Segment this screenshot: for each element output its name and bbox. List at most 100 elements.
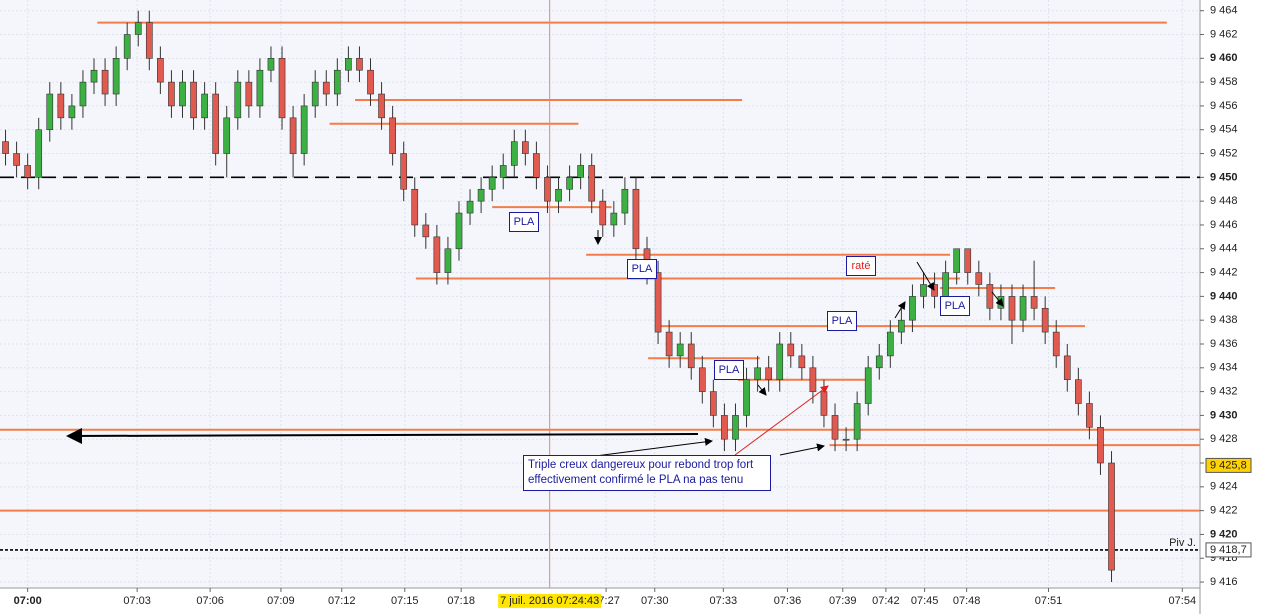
pla-label: PLA — [940, 296, 970, 316]
candle-body — [68, 105, 76, 119]
candle-body — [898, 319, 905, 333]
candle-body — [157, 58, 164, 83]
candle-body — [798, 355, 806, 369]
candle-body — [2, 141, 9, 154]
candle-body — [13, 153, 20, 166]
candle-body — [46, 93, 54, 131]
candle-body — [24, 165, 31, 178]
candle-body — [886, 331, 894, 357]
candle-body — [333, 69, 341, 95]
candle-body — [1030, 296, 1038, 309]
price-tag — [1205, 542, 1252, 558]
candle-body — [145, 22, 153, 59]
arrow — [757, 384, 767, 396]
arrow — [66, 427, 699, 444]
candle-body — [953, 248, 961, 273]
x-tick-label: 07:18 — [447, 595, 475, 607]
candle-body — [367, 69, 374, 95]
price-tag — [1205, 457, 1252, 473]
x-tick-label: 07:36 — [774, 595, 802, 607]
candle-body — [112, 58, 120, 95]
candle-body — [488, 177, 496, 190]
candle-body — [35, 129, 43, 178]
candle-body — [665, 331, 673, 357]
candle-body — [820, 391, 828, 416]
candle-body — [632, 188, 640, 250]
candle-body — [201, 93, 208, 119]
x-tick-label: 07:30 — [641, 595, 669, 607]
x-tick-label: 07:42 — [872, 595, 900, 607]
y-tick-label: 9 438 — [1210, 314, 1238, 326]
candle-body — [289, 117, 297, 154]
candle-body — [931, 284, 938, 297]
candle-body — [499, 165, 507, 178]
x-tick-label: 07:54 — [1169, 595, 1197, 607]
candle-body — [168, 81, 175, 107]
arrow — [734, 385, 829, 456]
candle-body — [101, 69, 109, 95]
candle-body — [621, 188, 629, 214]
y-tick-label: 9 460 — [1210, 52, 1238, 64]
candle-body — [212, 93, 220, 154]
y-tick-label: 9 416 — [1210, 576, 1238, 588]
candle-body — [1086, 403, 1093, 428]
candle-body — [400, 153, 408, 190]
candle-body — [389, 117, 396, 154]
candle-body — [311, 81, 319, 107]
y-tick-label: 9 464 — [1210, 5, 1238, 17]
candle-body — [234, 81, 242, 119]
x-tick-label: 07:00 — [14, 595, 42, 607]
candle-body — [920, 284, 927, 297]
candles — [2, 10, 1115, 583]
candle-body — [676, 343, 684, 357]
candle-body — [1019, 296, 1027, 321]
candle-body — [588, 165, 596, 202]
axis-panel — [1200, 0, 1263, 614]
y-tick-label: 9 434 — [1210, 362, 1238, 374]
candle-body — [433, 236, 441, 273]
pla-label: PLA — [509, 212, 539, 232]
pla-label: PLA — [827, 311, 857, 331]
x-tick-label: 07:09 — [267, 595, 295, 607]
candle-body — [510, 141, 518, 166]
candle-body — [875, 355, 883, 369]
y-tick-label: 9 458 — [1210, 76, 1238, 88]
y-tick-label: 9 422 — [1210, 505, 1238, 517]
candle-body — [555, 188, 562, 202]
y-tick-label: 9 442 — [1210, 266, 1238, 278]
candle-body — [1008, 296, 1016, 321]
candle-body — [378, 93, 385, 119]
candle-body — [411, 188, 419, 226]
candle-body — [964, 248, 972, 273]
pivot-label: Piv J. — [1169, 537, 1196, 549]
y-tick-label: 9 424 — [1210, 481, 1238, 493]
candle-body — [732, 415, 739, 440]
candle-body — [997, 296, 1005, 309]
y-tick-label: 9 428 — [1210, 433, 1238, 445]
candle-body — [1063, 355, 1071, 381]
candle-body — [809, 367, 817, 392]
candle-body — [1108, 462, 1115, 571]
x-tick-label: 07:33 — [710, 595, 738, 607]
candle-body — [610, 212, 618, 226]
candle-body — [134, 22, 142, 35]
candle-body — [278, 58, 286, 119]
arrow — [991, 291, 1004, 307]
candle-body — [1097, 427, 1104, 464]
arrow — [894, 301, 906, 319]
candle-body — [765, 367, 773, 381]
candle-body — [599, 200, 607, 226]
candle-body — [687, 343, 695, 369]
x-tick-label: 07:51 — [1035, 595, 1063, 607]
candle-body — [267, 58, 275, 71]
candle-body — [566, 177, 573, 190]
candle-body — [1074, 379, 1082, 404]
candle-body — [754, 367, 761, 381]
x-tick-label: 07:03 — [123, 595, 151, 607]
candle-body — [577, 165, 584, 178]
candle-body — [477, 188, 485, 202]
candle-body — [422, 224, 430, 238]
